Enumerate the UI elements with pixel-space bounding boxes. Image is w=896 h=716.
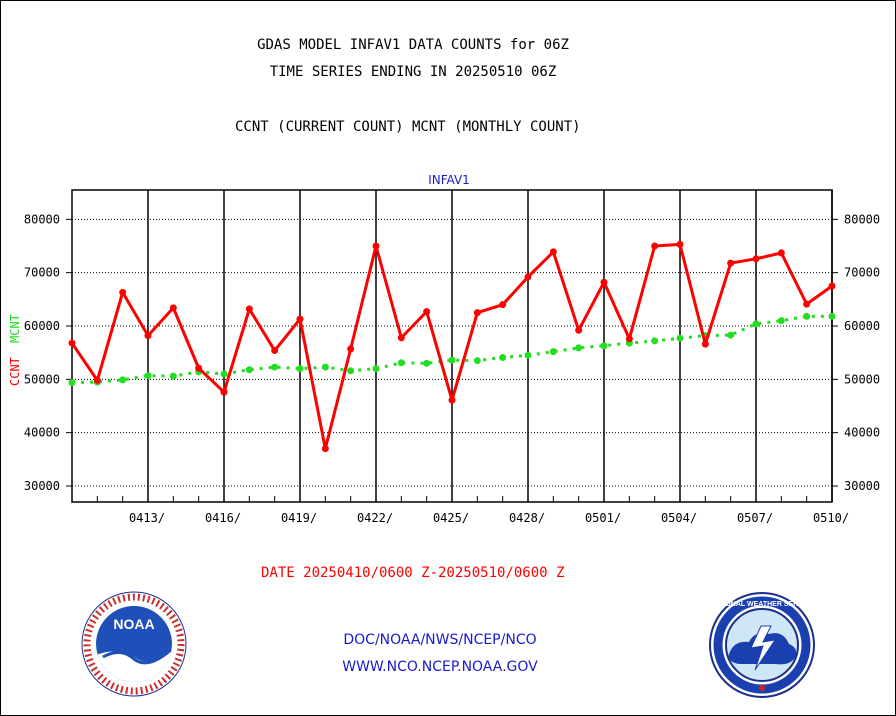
- chart-subtitle: CCNT (CURRENT COUNT) MCNT (MONTHLY COUNT…: [235, 119, 581, 135]
- mcnt-point: [296, 365, 304, 373]
- y-tick-label-left: 30000: [24, 479, 60, 493]
- ccnt-point: [803, 300, 811, 308]
- y-tick-label-left: 80000: [24, 212, 60, 226]
- mcnt-point: [347, 367, 355, 375]
- mcnt-point: [271, 363, 279, 371]
- x-tick-label: 0428/: [509, 511, 545, 525]
- ccnt-point: [321, 445, 329, 453]
- y-axis-label-mcnt: MCNT: [8, 314, 22, 343]
- ccnt-point: [499, 301, 507, 309]
- y-tick-label-right: 50000: [844, 372, 880, 386]
- y-axis-label-ccnt: CCNT: [8, 357, 22, 386]
- y-tick-label-left: 40000: [24, 426, 60, 440]
- y-tick-label-right: 60000: [844, 319, 880, 333]
- mcnt-point: [448, 356, 456, 364]
- ccnt-point: [828, 282, 836, 290]
- ccnt-point: [93, 376, 101, 384]
- x-tick-label: 0419/: [281, 511, 317, 525]
- mcnt-point: [600, 342, 608, 350]
- chart-title-line1: GDAS MODEL INFAV1 DATA COUNTS for 06Z: [257, 37, 569, 53]
- y-tick-label-right: 40000: [844, 426, 880, 440]
- mcnt-point: [777, 317, 785, 325]
- mcnt-point: [676, 334, 684, 342]
- mcnt-point: [397, 359, 405, 367]
- mcnt-point: [372, 365, 380, 373]
- ccnt-point: [397, 334, 405, 342]
- x-tick-label: 0510/: [813, 511, 849, 525]
- mcnt-point: [68, 379, 76, 387]
- y-tick-label-right: 30000: [844, 479, 880, 493]
- x-tick-label: 0422/: [357, 511, 393, 525]
- ccnt-point: [144, 332, 152, 340]
- x-tick-label: 0416/: [205, 511, 241, 525]
- panel-title: INFAV1: [428, 173, 470, 187]
- ccnt-point: [575, 326, 583, 334]
- mcnt-point: [524, 351, 532, 359]
- ccnt-point: [296, 315, 304, 323]
- y-tick-label-left: 60000: [24, 319, 60, 333]
- ccnt-point: [423, 308, 431, 316]
- ccnt-point: [625, 335, 633, 343]
- ccnt-point: [68, 339, 76, 347]
- ccnt-point: [271, 347, 279, 355]
- ccnt-point: [727, 259, 735, 267]
- ccnt-point: [119, 288, 127, 296]
- ccnt-point: [752, 255, 760, 263]
- nws-logo: NATIONAL WEATHER SERVICE: [709, 592, 815, 698]
- label-layer: 30000 30000 40000 40000 50000 50000 60000 60000…: [8, 212, 880, 525]
- mcnt-point: [752, 320, 760, 328]
- grid-layer: [72, 190, 833, 502]
- x-tick-label: 0413/: [129, 511, 165, 525]
- y-tick-label-left: 70000: [24, 266, 60, 280]
- mcnt-point: [727, 331, 735, 339]
- ccnt-point: [195, 364, 203, 372]
- x-tick-label: 0507/: [737, 511, 773, 525]
- mcnt-point: [220, 370, 228, 378]
- mcnt-point: [473, 357, 481, 365]
- mcnt-point: [321, 363, 329, 371]
- ccnt-point: [473, 309, 481, 317]
- ccnt-point: [549, 248, 557, 256]
- y-tick-label-right: 70000: [844, 266, 880, 280]
- footer-org-path: DOC/NOAA/NWS/NCEP/NCO: [343, 632, 537, 648]
- ccnt-point: [777, 249, 785, 257]
- series-layer: [68, 240, 836, 453]
- ccnt-point: [701, 340, 709, 348]
- ccnt-point: [169, 304, 177, 312]
- mcnt-point: [499, 353, 507, 361]
- mcnt-point: [803, 312, 811, 320]
- mcnt-point: [423, 359, 431, 367]
- ccnt-point: [347, 345, 355, 353]
- x-tick-label: 0501/: [585, 511, 621, 525]
- ccnt-point: [676, 240, 684, 248]
- y-tick-label-left: 50000: [24, 372, 60, 386]
- ccnt-point: [651, 242, 659, 250]
- ccnt-point: [600, 278, 608, 286]
- noaa-logo: NOAA: [81, 591, 187, 697]
- nws-logo-text: NATIONAL WEATHER SERVICE: [710, 601, 815, 608]
- mcnt-point: [144, 372, 152, 380]
- ccnt-point: [448, 396, 456, 404]
- ccnt-point: [245, 305, 253, 313]
- footer-website[interactable]: WWW.NCO.NCEP.NOAA.GOV: [342, 659, 538, 675]
- noaa-logo-text: NOAA: [113, 616, 154, 632]
- mcnt-point: [119, 376, 127, 384]
- chart-title-line2: TIME SERIES ENDING IN 20250510 06Z: [269, 64, 557, 80]
- mcnt-point: [575, 344, 583, 352]
- mcnt-point: [651, 337, 659, 345]
- date-range-label: DATE 20250410/0600 Z-20250510/0600 Z: [261, 565, 565, 581]
- mcnt-point: [245, 366, 253, 374]
- y-tick-label-right: 80000: [844, 212, 880, 226]
- ccnt-point: [220, 388, 228, 396]
- mcnt-point: [549, 348, 557, 356]
- x-tick-label: 0504/: [661, 511, 697, 525]
- x-tick-label: 0425/: [433, 511, 469, 525]
- mcnt-point: [828, 312, 836, 320]
- ccnt-point: [524, 273, 532, 281]
- mcnt-point: [169, 372, 177, 380]
- ccnt-point: [372, 242, 380, 250]
